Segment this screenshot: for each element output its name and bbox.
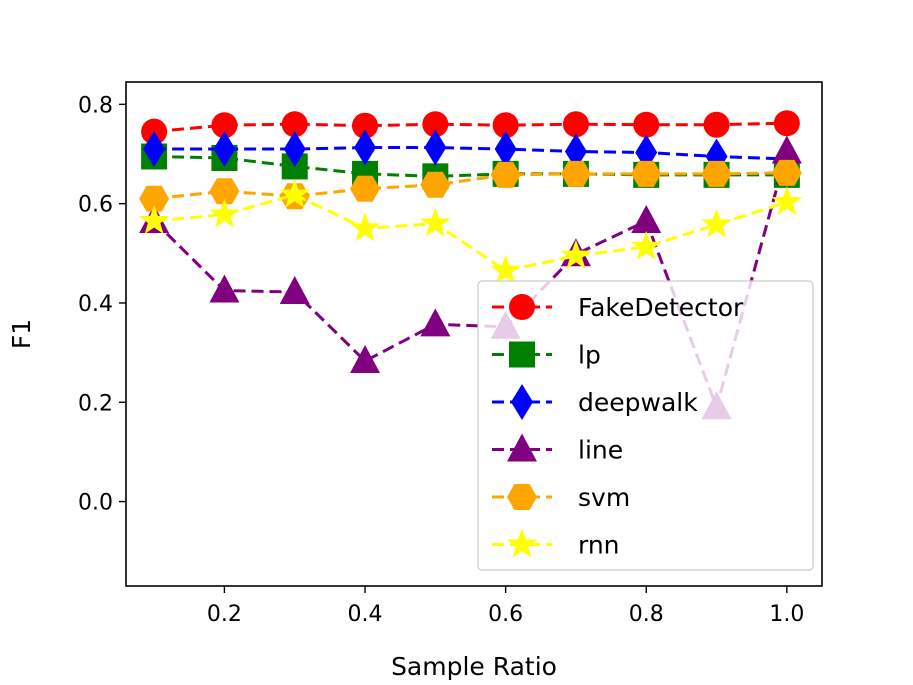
data-point-rnn xyxy=(771,186,803,216)
legend-marker xyxy=(507,484,537,510)
legend-item-rnn: rnn xyxy=(492,528,620,560)
x-axis: 0.2 0.4 0.6 0.8 1.0 xyxy=(207,586,804,627)
legend-label: rnn xyxy=(578,531,620,560)
data-point-fakedetector xyxy=(703,111,730,138)
data-point-rnn xyxy=(631,230,662,260)
data-point-rnn xyxy=(701,208,732,238)
legend-label: lp xyxy=(578,341,601,370)
data-point-deepwalk xyxy=(494,131,517,168)
legend-item-lp: lp xyxy=(492,341,601,370)
legend-item-svm: svm xyxy=(492,483,630,512)
plot-frame xyxy=(125,81,823,587)
x-tick-label: 0.8 xyxy=(629,602,664,627)
series-line-deepwalk xyxy=(154,146,787,161)
data-point-rnn xyxy=(560,239,592,269)
y-axis-label: F1 xyxy=(7,319,36,349)
legend-item-line: line xyxy=(492,433,623,465)
data-point-line xyxy=(350,345,381,374)
data-point-deepwalk xyxy=(354,129,377,166)
legend-marker xyxy=(509,294,535,320)
data-point-line xyxy=(209,274,240,303)
x-tick-label: 0.6 xyxy=(488,602,523,627)
data-point-deepwalk xyxy=(564,133,587,170)
data-point-svm xyxy=(701,160,732,187)
data-point-fakedetector xyxy=(492,112,519,139)
data-point-svm xyxy=(209,178,240,205)
x-axis-label: Sample Ratio xyxy=(391,652,557,681)
legend-item-deepwalk: deepwalk xyxy=(492,384,698,420)
data-point-deepwalk xyxy=(213,131,236,168)
data-point-rnn xyxy=(420,207,451,237)
data-point-fakedetector xyxy=(773,110,800,137)
series-line-svm xyxy=(153,171,787,201)
data-point-svm xyxy=(560,160,591,187)
data-point-fakedetector xyxy=(422,111,449,138)
y-tick-label: 0.2 xyxy=(78,391,113,416)
series-fakedetector xyxy=(141,110,800,145)
x-tick-label: 0.2 xyxy=(207,602,242,627)
legend: FakeDetector lp deepwalk line svm rnn xyxy=(477,280,814,571)
data-point-line xyxy=(420,308,451,337)
data-point-rnn xyxy=(138,205,170,234)
y-axis: 0.0 0.2 0.4 0.6 0.8 xyxy=(78,93,126,516)
legend-marker xyxy=(511,384,533,420)
data-point-svm xyxy=(350,175,381,202)
legend-frame xyxy=(477,280,814,571)
data-point-line xyxy=(279,276,310,305)
data-point-fakedetector xyxy=(352,112,379,139)
y-tick-label: 0.0 xyxy=(78,491,113,516)
data-point-rnn xyxy=(490,254,521,284)
legend-label: FakeDetector xyxy=(578,293,744,322)
data-point-rnn xyxy=(279,178,310,208)
data-point-svm xyxy=(631,160,662,187)
series-line-fakedetector xyxy=(153,121,787,134)
y-tick-label: 0.6 xyxy=(78,193,113,218)
data-point-svm xyxy=(139,185,170,212)
legend-marker xyxy=(509,341,535,368)
legend-label: line xyxy=(578,436,623,465)
series-line-rnn xyxy=(153,193,788,273)
legend-label: deepwalk xyxy=(578,388,698,417)
data-point-svm xyxy=(420,171,451,198)
y-tick-label: 0.4 xyxy=(78,292,113,317)
data-point-deepwalk xyxy=(143,131,166,168)
legend-label: svm xyxy=(578,483,630,512)
data-point-rnn xyxy=(349,212,381,242)
data-point-fakedetector xyxy=(562,111,589,138)
data-point-fakedetector xyxy=(211,112,238,139)
data-point-fakedetector xyxy=(633,111,660,138)
x-tick-label: 0.4 xyxy=(348,602,383,627)
x-tick-label: 1.0 xyxy=(769,602,804,627)
series-rnn xyxy=(138,178,803,284)
data-point-rnn xyxy=(209,198,240,228)
legend-marker xyxy=(506,528,538,558)
data-point-svm xyxy=(771,159,802,186)
data-point-fakedetector xyxy=(281,111,308,138)
data-point-deepwalk xyxy=(283,131,306,168)
data-point-line xyxy=(771,135,802,164)
legend-marker xyxy=(507,433,537,462)
data-point-deepwalk xyxy=(424,129,447,166)
y-tick-label: 0.8 xyxy=(78,93,113,118)
data-point-svm xyxy=(490,161,521,188)
data-point-line xyxy=(631,205,662,234)
legend-item-fakedetector: FakeDetector xyxy=(492,293,744,322)
